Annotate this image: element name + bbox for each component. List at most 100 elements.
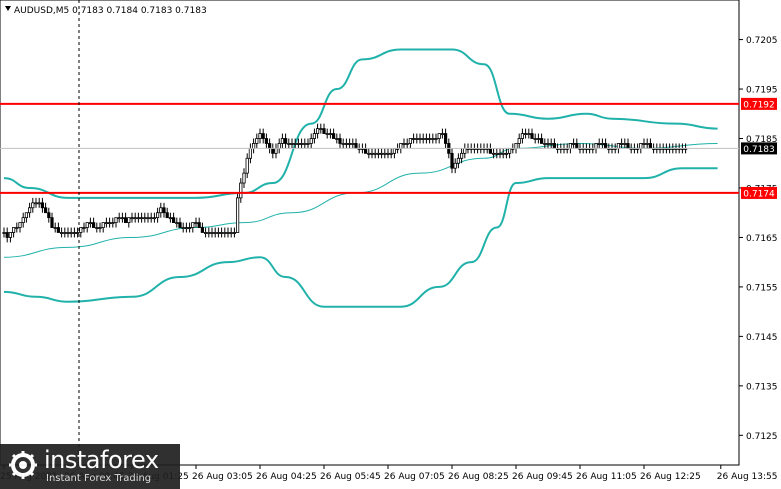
candle-body <box>427 138 432 140</box>
candle <box>101 222 105 233</box>
candle-body <box>402 143 406 145</box>
candle <box>530 128 534 139</box>
candle <box>239 178 243 203</box>
candle-body <box>299 143 304 145</box>
candle-body <box>88 222 92 225</box>
candle <box>623 138 627 149</box>
candle-body <box>645 143 649 145</box>
level-price-label: 0.7192 <box>743 100 775 110</box>
candlesticks <box>2 123 688 243</box>
candle-body <box>437 133 441 139</box>
candle <box>40 197 45 213</box>
candle <box>572 138 576 149</box>
candle <box>495 148 499 159</box>
candle-body <box>11 227 16 233</box>
watermark-logo: instaforex Instant Forex Trading <box>0 444 180 489</box>
candle-body <box>5 232 9 238</box>
chart-title: AUDUSD,M5 0.7183 0.7184 0.7183 0.7183 <box>14 6 207 16</box>
candle <box>258 128 262 144</box>
candle-body <box>424 138 429 140</box>
candle-body <box>431 138 435 140</box>
candle-body <box>261 133 265 139</box>
candle-body <box>440 133 445 135</box>
candle-body <box>418 138 422 140</box>
candle-body <box>287 143 291 145</box>
candle-body <box>124 217 128 224</box>
candle <box>299 138 304 149</box>
candle-body <box>117 217 121 220</box>
candle <box>50 212 54 228</box>
candle <box>133 212 137 223</box>
candle <box>127 217 131 228</box>
candle <box>498 148 502 159</box>
candle <box>296 138 301 149</box>
candle-body <box>344 143 349 145</box>
candle <box>159 202 163 218</box>
candle-body <box>386 152 390 155</box>
candle-body <box>136 217 140 220</box>
candle-body <box>290 143 294 145</box>
x-tick-label: 26 Aug 13:55 <box>717 472 778 482</box>
candle-body <box>155 212 160 219</box>
candle-body <box>309 138 313 144</box>
candle <box>88 217 92 228</box>
candle-body <box>383 152 387 155</box>
candle-body <box>63 232 67 234</box>
candle-body <box>203 232 208 234</box>
candle <box>344 138 349 149</box>
candle-body <box>108 222 112 225</box>
candle-body <box>274 148 278 154</box>
candle <box>283 133 288 149</box>
candle <box>319 123 323 134</box>
candle-body <box>159 207 163 214</box>
candle <box>520 128 525 144</box>
candle-body <box>626 143 630 149</box>
candle <box>331 128 336 139</box>
candle-body <box>277 143 281 149</box>
candle <box>15 222 19 233</box>
x-tick-label: 26 Aug 12:25 <box>640 472 701 482</box>
level-price-box <box>741 186 777 199</box>
level-price-box <box>741 97 777 110</box>
candle-body <box>546 143 550 145</box>
candle-body <box>165 212 169 219</box>
candle-body <box>514 143 518 149</box>
candle-body <box>235 197 240 233</box>
candle-body <box>44 207 48 214</box>
x-tick-label: 26 Aug 11:05 <box>576 472 637 482</box>
candle-body <box>389 152 393 155</box>
candle <box>303 138 307 149</box>
candle-body <box>248 148 252 159</box>
candle <box>117 212 121 223</box>
y-tick-label: 0.7125 <box>746 432 778 442</box>
candle-body <box>456 157 461 164</box>
candle <box>66 227 70 238</box>
candle-body <box>82 227 86 229</box>
x-tick-label: 26 Aug 09:45 <box>512 472 573 482</box>
candle-body <box>15 227 19 229</box>
candle-body <box>443 133 448 144</box>
y-tick-label: 0.7145 <box>746 333 778 343</box>
candle-body <box>223 232 227 234</box>
candle-body <box>37 202 41 205</box>
candle <box>450 148 454 174</box>
candle-body <box>21 217 25 224</box>
candle <box>181 222 185 233</box>
candle-body <box>373 152 377 155</box>
candle <box>155 207 160 223</box>
candle-body <box>533 138 537 140</box>
candle-body <box>31 202 35 209</box>
candle-body <box>152 217 156 220</box>
current-price-label: 0.7183 <box>743 145 775 155</box>
candle <box>136 212 140 223</box>
bollinger-upper-line <box>3 48 718 199</box>
candle-body <box>335 138 339 140</box>
candle <box>411 133 416 144</box>
candle-body <box>341 143 345 145</box>
candle <box>415 133 419 144</box>
candle <box>21 212 25 228</box>
candle <box>501 148 505 159</box>
candle-body <box>27 207 32 214</box>
candle-body <box>283 138 288 144</box>
candle-body <box>540 138 544 144</box>
